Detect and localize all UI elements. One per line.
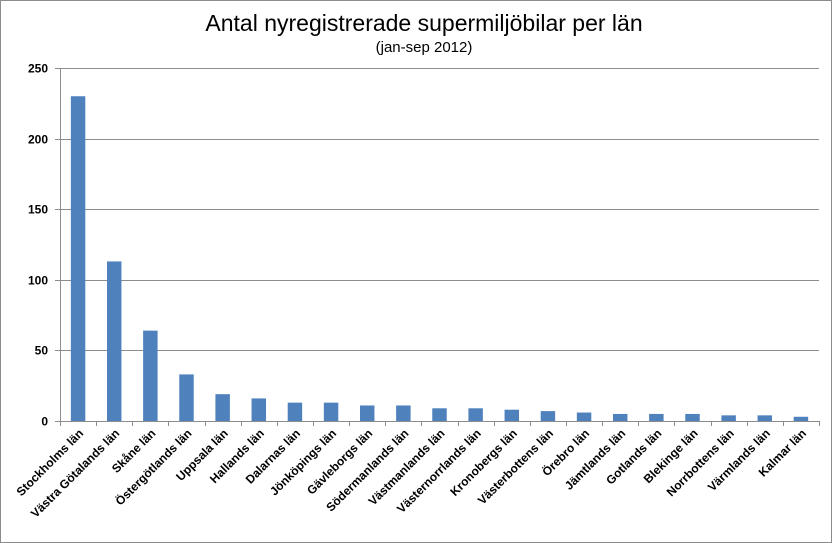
y-tick-labels: 0 50 100 150 200 250: [28, 62, 60, 429]
bar-12: [504, 409, 520, 421]
chart-title: Antal nyregistrerade supermiljöbilar per…: [205, 10, 642, 36]
bar-5: [251, 398, 267, 421]
bar-7: [323, 402, 339, 421]
bar-10: [432, 408, 447, 421]
bar-4: [215, 394, 230, 421]
bar-0: [70, 96, 86, 422]
x-tick-label: Värmlands län: [705, 426, 773, 494]
axes: [60, 68, 820, 426]
bars: [70, 96, 809, 422]
bar-3: [179, 374, 194, 421]
y-tick-label: 0: [41, 415, 48, 429]
bar-16: [649, 413, 664, 421]
bar-15: [612, 413, 628, 421]
chart-subtitle: (jan-sep 2012): [376, 39, 473, 56]
bar-2: [143, 330, 158, 421]
y-tick-label: 100: [28, 274, 48, 288]
y-tick-label: 200: [28, 133, 48, 147]
bar-11: [468, 408, 483, 421]
bar-8: [359, 405, 375, 421]
bar-6: [287, 402, 303, 421]
bar-19: [757, 415, 773, 421]
bar-9: [396, 405, 411, 421]
bar-14: [576, 412, 592, 421]
bar-20: [793, 416, 809, 421]
gridlines: [60, 68, 819, 351]
bar-1: [106, 261, 122, 421]
y-tick-label: 50: [35, 344, 49, 358]
bar-18: [721, 415, 736, 421]
bar-13: [540, 411, 556, 421]
y-tick-label: 250: [28, 62, 48, 76]
bar-17: [685, 413, 700, 421]
y-tick-label: 150: [28, 203, 48, 217]
